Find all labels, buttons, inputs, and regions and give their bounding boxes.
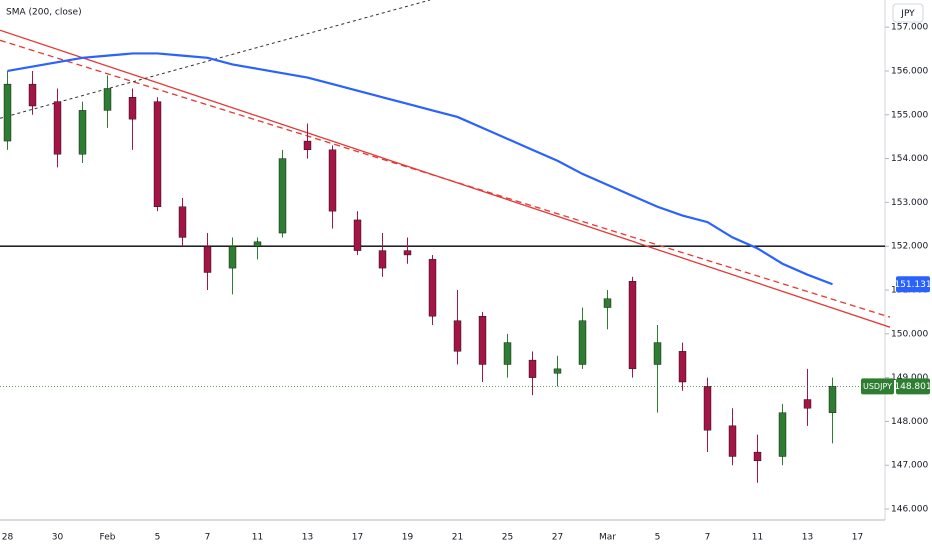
trend-line — [0, 39, 891, 318]
y-tick-label: 152.000 — [891, 242, 928, 252]
sma-tag — [896, 276, 930, 293]
candle-body — [403, 250, 412, 256]
candle-body — [303, 140, 312, 151]
x-tick-label: 7 — [705, 533, 711, 543]
x-tick-label: 25 — [502, 533, 513, 543]
x-tick-label: 27 — [552, 533, 563, 543]
candle-body — [578, 320, 587, 365]
x-tick-label: 5 — [655, 533, 661, 543]
y-tick-label: 153.000 — [891, 198, 928, 208]
x-tick-label: 17 — [352, 533, 363, 543]
candle-body — [128, 97, 137, 120]
candle-body — [753, 451, 762, 462]
candle-body — [203, 246, 212, 273]
candle-body — [253, 241, 262, 247]
x-tick-label: 11 — [252, 533, 263, 543]
symbol-label: USDJPY — [863, 382, 892, 391]
candle-body — [378, 250, 387, 269]
candle-body — [503, 342, 512, 365]
candle-body — [803, 399, 812, 409]
candle-body — [153, 101, 162, 207]
candle-body — [278, 158, 287, 234]
y-tick-label: 150.000 — [891, 329, 928, 339]
x-tick-label: 21 — [452, 533, 463, 543]
candle-body — [28, 83, 37, 107]
y-tick-label: 146.000 — [891, 505, 928, 515]
x-tick-label: 17 — [852, 533, 863, 543]
symbol-tag — [861, 378, 894, 395]
candle-body — [703, 386, 712, 431]
candle-body — [478, 316, 487, 365]
trend-line — [0, 29, 891, 328]
candle-body — [628, 281, 637, 370]
y-tick-label: 155.000 — [891, 110, 928, 120]
candle-body — [228, 246, 237, 269]
y-tick-label: 147.000 — [891, 461, 928, 471]
y-tick-label: 148.000 — [891, 417, 928, 427]
x-tick-label: Mar — [599, 533, 616, 543]
x-tick-label: 5 — [155, 533, 161, 543]
candle-body — [3, 83, 12, 142]
candle-body — [778, 412, 787, 457]
currency: JPY — [900, 9, 915, 19]
sma-price-label: 151.131 — [894, 280, 931, 290]
x-tick-label: 19 — [402, 533, 414, 543]
candle-body — [328, 149, 337, 212]
y-tick-label: 157.000 — [891, 23, 928, 33]
y-tick-label: 154.000 — [891, 154, 928, 164]
y-tick-label: 156.000 — [891, 66, 928, 76]
candle-body — [603, 298, 612, 308]
candle-body — [728, 425, 737, 457]
x-tick-label: 28 — [2, 533, 14, 543]
y-tick-label: 149.000 — [891, 373, 928, 383]
x-tick-label: 30 — [52, 533, 64, 543]
candle-body — [428, 259, 437, 317]
candle-body — [103, 88, 112, 111]
candle-body — [678, 351, 687, 383]
x-tick-label: 7 — [205, 533, 211, 543]
indicator-label: SMA (200, close) — [6, 8, 82, 18]
candle-body — [528, 359, 537, 378]
candle-body — [653, 342, 662, 365]
sma-line — [7, 52, 833, 286]
candle-body — [53, 101, 62, 155]
x-tick-label: 13 — [802, 533, 813, 543]
candle-body — [353, 219, 362, 251]
candle-body — [828, 386, 837, 413]
candle-body — [178, 206, 187, 238]
x-tick-label: Feb — [100, 533, 116, 543]
price-label: 148.801 — [894, 382, 931, 392]
candle-body — [78, 110, 87, 155]
candle-body — [553, 368, 562, 374]
candle-body — [453, 320, 462, 352]
x-tick-label: 13 — [302, 533, 313, 543]
price-tag — [896, 378, 930, 395]
currency-box[interactable] — [892, 3, 924, 23]
x-tick-label: 11 — [752, 533, 763, 543]
